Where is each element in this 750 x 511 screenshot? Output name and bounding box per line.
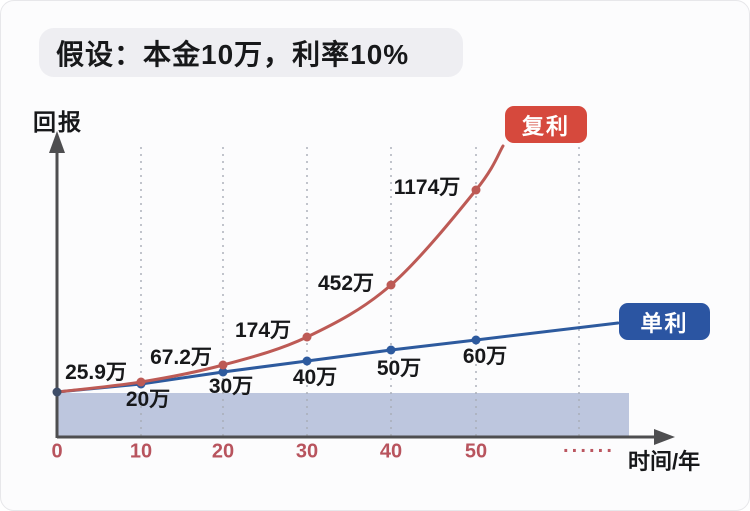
baseline-band [58, 393, 629, 436]
x-tick-label: 0 [51, 440, 63, 463]
compound-data-point [136, 377, 146, 387]
x-axis-label: 时间/年 [628, 449, 701, 474]
x-tick-label: 50 [464, 440, 488, 463]
x-tick-label: 10 [129, 440, 153, 463]
simple-value-label: 30万 [208, 375, 254, 398]
simple-data-point [471, 335, 481, 345]
x-axis-arrow-icon [654, 429, 675, 445]
simple-data-point [386, 345, 396, 355]
compound-value-label: 25.9万 [65, 361, 127, 384]
compound-value-label: 67.2万 [150, 346, 212, 369]
simple-value-label: 60万 [462, 345, 508, 368]
x-tick-label: 40 [379, 440, 403, 463]
assumption-title: 假设：本金10万，利率10% [39, 28, 463, 77]
start-data-point [52, 387, 62, 397]
compound-data-point [218, 360, 228, 370]
legend-compound-badge: 复利 [505, 106, 587, 143]
y-axis-label: 回报 [33, 109, 83, 135]
simple-data-point [302, 356, 312, 366]
legend-simple-badge: 单利 [619, 303, 710, 340]
compound-data-point [302, 332, 312, 342]
compound-value-label: 1174万 [393, 176, 461, 199]
compound-data-point [386, 280, 396, 290]
simple-value-label: 50万 [376, 357, 422, 380]
simple-data-point [218, 367, 228, 377]
compound-value-label: 452万 [317, 272, 375, 295]
simple-value-label: 20万 [125, 388, 171, 411]
x-tick-label: 30 [295, 440, 319, 463]
x-axis-ellipsis: ······ [563, 440, 615, 463]
x-tick-label: 20 [211, 440, 235, 463]
simple-value-label: 40万 [292, 366, 338, 389]
compound-data-point [471, 185, 481, 195]
compound-value-label: 174万 [234, 319, 292, 342]
y-axis-arrow-icon [49, 131, 65, 153]
